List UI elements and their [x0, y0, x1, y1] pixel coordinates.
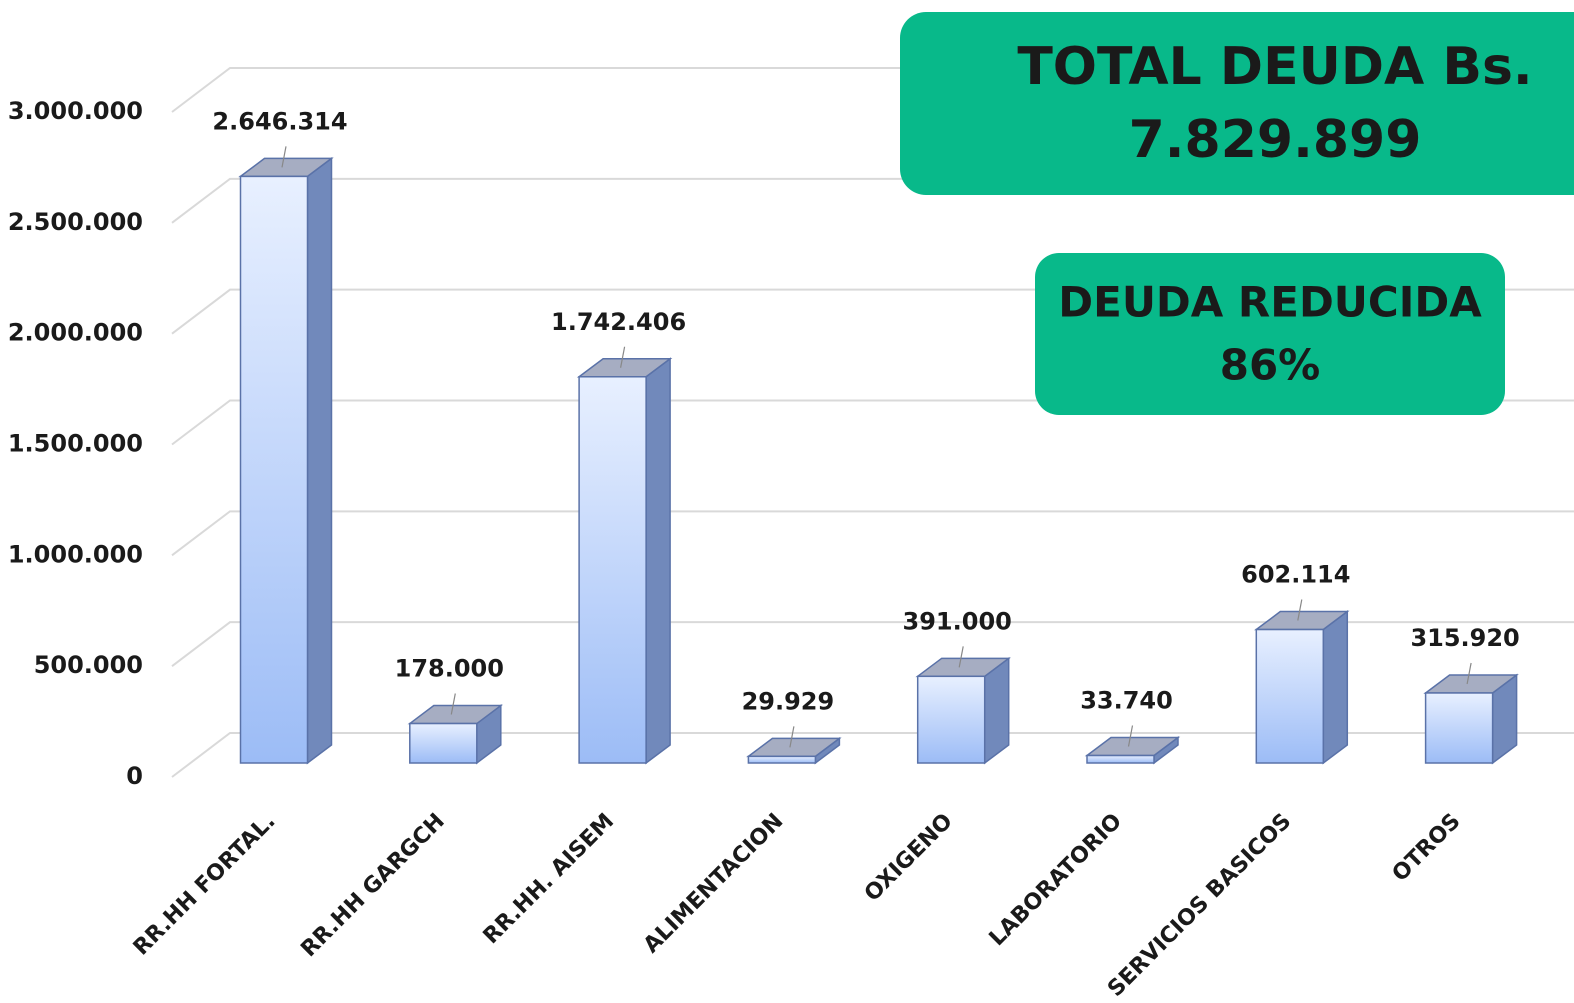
total-title: TOTAL DEUDA Bs. — [1017, 37, 1532, 97]
bar — [407, 704, 504, 765]
bar-front — [747, 755, 817, 764]
value-label: 602.114 — [1241, 561, 1350, 589]
bar-front — [1424, 692, 1494, 764]
grid-line — [171, 510, 1574, 557]
bar-side — [645, 357, 671, 765]
bars: 2.646.314 178.000 1.742.406 29.929 391.000 33… — [212, 107, 1520, 765]
y-tick-label: 1.000.000 — [8, 540, 143, 568]
grid-line — [171, 732, 1574, 778]
bar-front — [1255, 628, 1325, 764]
bar — [746, 736, 842, 765]
value-label: 1.742.406 — [551, 308, 686, 336]
bar — [1423, 673, 1519, 765]
bar — [1084, 736, 1181, 765]
grid: 0 500.000 1.000.000 1.500.000 2.000.000 2.500… — [8, 67, 1574, 790]
reduced-box — [1035, 253, 1505, 415]
bar-front — [1086, 754, 1155, 764]
value-label: 2.646.314 — [212, 107, 347, 135]
bar-side — [1322, 610, 1349, 765]
value-label: 391.000 — [903, 607, 1012, 635]
x-tick-label: RR.HH FORTAL. — [129, 809, 281, 961]
value-label: 315.920 — [1410, 624, 1519, 652]
y-tick-label: 2.500.000 — [8, 208, 143, 236]
y-tick-label: 3.000.000 — [8, 97, 143, 125]
bar-front — [578, 376, 647, 764]
leader-line — [958, 646, 964, 668]
bar-front — [409, 722, 478, 764]
leader-line — [450, 693, 456, 715]
value-label: 33.740 — [1080, 687, 1173, 715]
x-tick-label: LABORATORIO — [985, 809, 1127, 951]
bar — [238, 156, 334, 765]
bar-front — [916, 675, 986, 764]
bar-front — [239, 175, 309, 764]
value-label: 178.000 — [395, 655, 504, 683]
x-tick-label: ALIMENTACION — [639, 809, 788, 958]
leader-line — [620, 346, 626, 368]
total-box — [900, 12, 1574, 195]
leader-line — [1297, 599, 1303, 621]
bar — [915, 656, 1011, 765]
leader-line — [1127, 725, 1134, 747]
leader-line — [281, 146, 287, 168]
y-tick-label: 1.500.000 — [8, 430, 143, 458]
leader-line — [789, 726, 795, 748]
bar — [1254, 610, 1350, 765]
total-value: 7.829.899 — [1129, 110, 1422, 170]
grid-line — [171, 621, 1574, 667]
x-tick-label: OXIGENO — [860, 809, 958, 907]
leader-line — [1466, 662, 1472, 685]
y-tick-label: 500.000 — [34, 651, 143, 679]
y-tick-label: 0 — [126, 762, 143, 790]
value-label: 29.929 — [742, 687, 835, 715]
reduced-title: DEUDA REDUCIDA — [1058, 278, 1482, 327]
x-tick-label: OTROS — [1388, 809, 1466, 887]
x-tick-label: RR.HH. AISEM — [479, 809, 619, 949]
y-tick-label: 2.000.000 — [8, 319, 143, 347]
x-tick-label: SERVICIOS BASICOS — [1103, 809, 1296, 1002]
x-tick-label: RR.HH GARGCH — [296, 809, 449, 962]
reduced-value: 86% — [1220, 341, 1321, 390]
bar — [576, 357, 673, 765]
bar-side — [306, 156, 333, 765]
